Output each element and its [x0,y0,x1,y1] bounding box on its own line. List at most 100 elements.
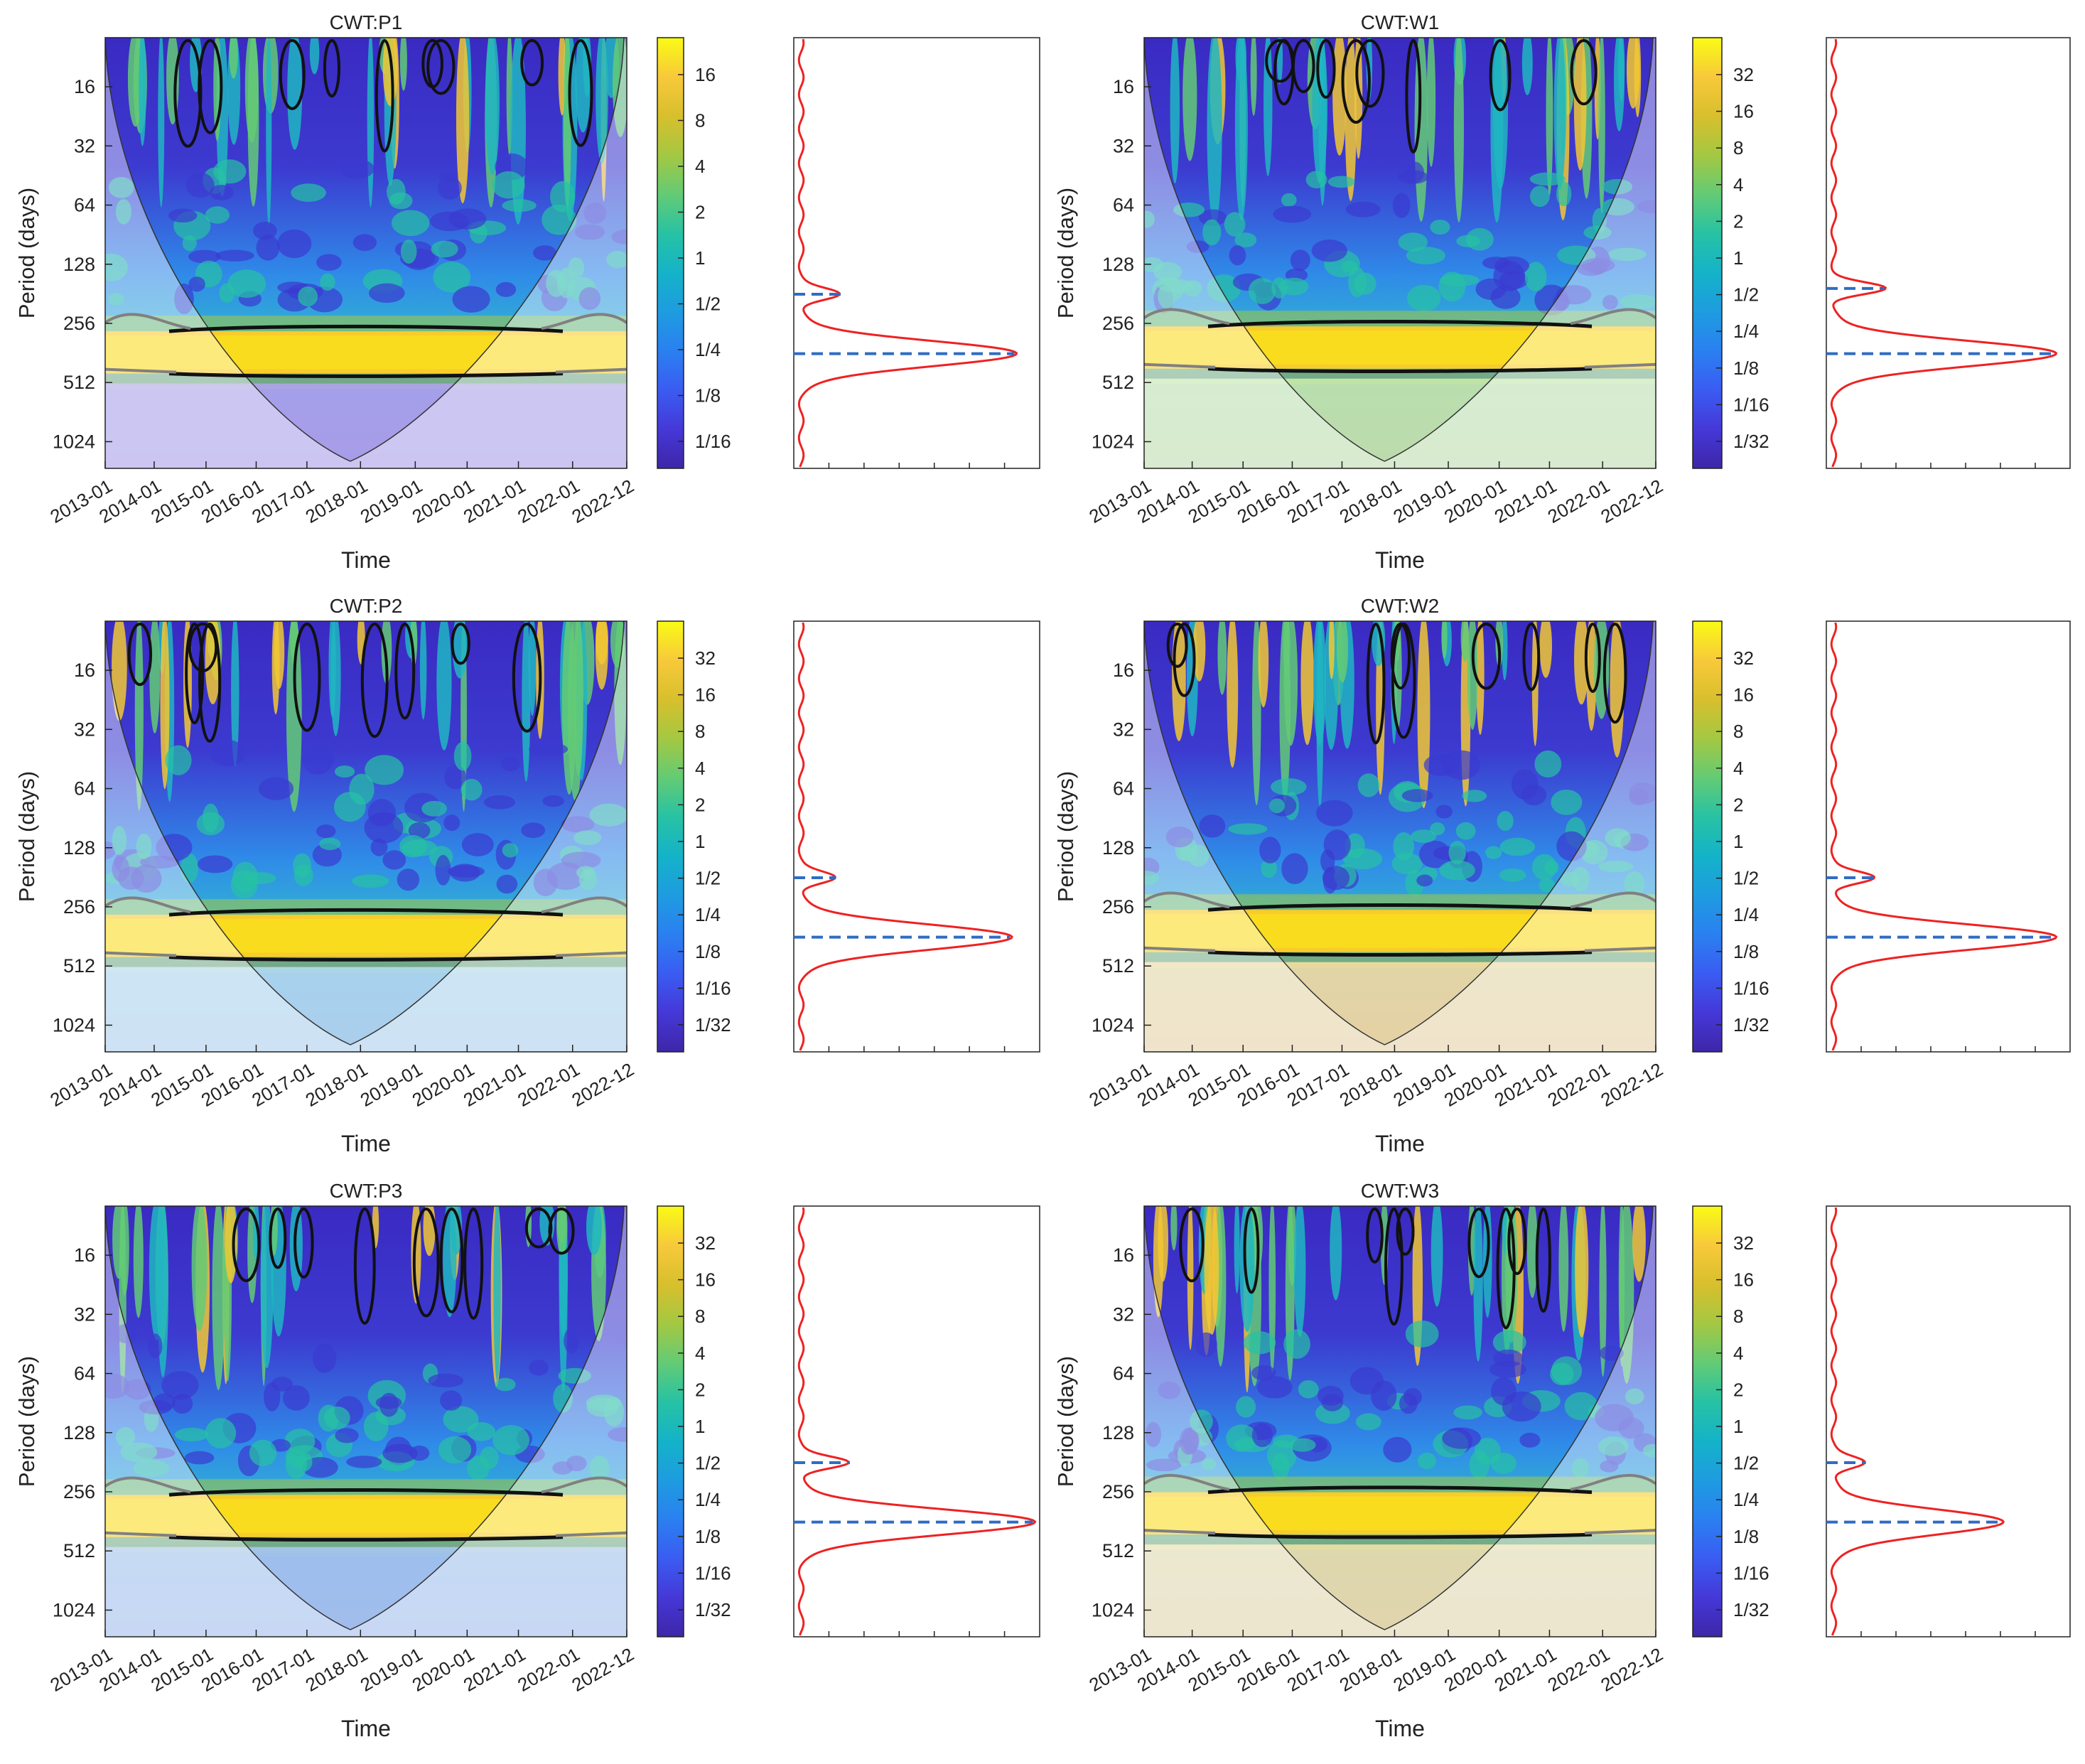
power-blob [1281,193,1297,207]
colorbar-label: 1/2 [695,294,721,315]
global-spectrum-frame [1826,37,2071,469]
edge-contour [105,896,627,957]
significance-contour [1391,623,1416,739]
colorbar-label: 2 [1733,1379,1743,1400]
power-blob [153,1393,176,1411]
power-blob [227,269,266,299]
power-streak [1426,38,1436,167]
power-blob [1144,210,1155,228]
power-blob [576,866,596,879]
global-spectrum-curve [1830,38,2058,468]
heatmap-frame [104,620,627,1053]
power-blob [114,1323,138,1344]
power-blob [382,850,406,870]
power-blob [131,864,162,893]
power-blob [1318,1385,1344,1406]
colorbar-label: 16 [695,64,716,85]
power-streak [1313,621,1327,746]
power-blob [1393,832,1415,861]
significance-contour [360,623,389,738]
significance-contour-upper [168,324,564,333]
power-blob [1411,829,1437,843]
power-blob [256,235,280,261]
significance-contour [1570,39,1598,106]
power-blob [448,208,487,230]
y-tick-label: 512 [1102,1540,1134,1561]
power-blob [175,1428,209,1442]
colorbar-label: 4 [1733,758,1743,779]
power-blob [209,185,235,200]
y-tick-label: 512 [63,955,95,977]
y-tick-label: 256 [63,1481,95,1502]
colorbar-label: 1/4 [695,339,721,360]
power-blob [492,171,525,199]
colorbar-label: 1/8 [1733,1526,1759,1547]
cone-of-influence-line [105,38,625,462]
significance-contour [323,39,341,98]
x-tick-label: 2022-01 [514,1058,583,1111]
significance-contour [198,623,222,743]
y-tick-label: 512 [63,1540,95,1561]
power-blob [460,778,483,801]
cone-of-influence-shade [1144,38,1656,468]
power-streak [1467,621,1478,730]
power-blob [1497,811,1514,832]
power-blob [502,199,537,213]
power-blob [1398,232,1428,252]
power-blob [435,854,451,886]
significance-contour [1243,1208,1260,1294]
power-streak [1234,38,1248,221]
power-blob [586,1394,621,1411]
power-blob [1202,219,1222,246]
colorbar [657,37,684,469]
power-streak [1250,38,1257,116]
power-streak [112,621,127,721]
power-blob [1556,181,1572,207]
power-blob [1539,878,1556,893]
colorbar-label: 8 [1733,721,1743,742]
power-blob [1261,859,1278,878]
power-streak [1187,1206,1194,1350]
power-streak [1192,621,1206,682]
wavelet-power-map [1144,621,1656,1052]
power-blob [1485,846,1502,859]
power-blob [352,234,377,252]
x-tick-label: 2022-12 [1597,1643,1666,1696]
colorbar-label: 8 [695,1306,705,1327]
power-blob [608,1427,627,1442]
colorbar-label: 2 [695,1379,705,1400]
colorbar-label: 1 [1733,831,1743,852]
colorbar-label: 1/8 [1733,941,1759,962]
power-streak [212,1206,225,1391]
power-blob [1499,837,1536,856]
cone-of-influence-line [1144,621,1654,1045]
power-blob [1251,1423,1273,1448]
power-blob [1453,1405,1482,1420]
power-blob [1556,831,1587,861]
power-blob [1316,800,1353,827]
y-tick-label: 32 [74,1303,95,1325]
colorbar-label: 1/2 [1733,284,1759,306]
power-blob [1327,176,1355,188]
colorbar-label: 1/2 [695,1453,721,1474]
power-streak [274,621,285,689]
power-streak [229,38,238,79]
power-streak [419,621,427,720]
power-blob [1341,260,1358,273]
y-tick-label: 1024 [1092,1014,1134,1036]
power-blob [1383,1436,1412,1463]
global-spectrum-frame [1826,1205,2071,1637]
wavelet-power-map [105,621,627,1052]
power-streak [1476,621,1485,736]
power-streak [586,1206,602,1255]
x-axis-label: Time [341,1716,391,1741]
power-blob [1637,200,1656,214]
power-blob [1580,257,1615,273]
power-blob [1529,185,1550,208]
edge-contour [1144,891,1656,952]
significance-contour-upper [168,908,564,917]
significance-contour-upper [1207,1485,1593,1495]
significance-contour [1166,623,1188,668]
colorbar-label: 1/8 [695,385,721,407]
